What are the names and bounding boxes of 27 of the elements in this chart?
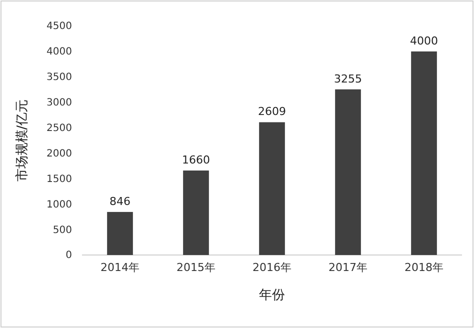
x-tick-label: 2015年 (176, 260, 216, 274)
data-label: 846 (110, 194, 130, 208)
y-axis-title: 市场规模/亿元 (15, 99, 30, 182)
y-tick-label: 4000 (46, 46, 72, 58)
y-tick-label: 500 (52, 224, 72, 236)
x-tick-label: 2018年 (404, 260, 444, 274)
y-tick-label: 1000 (46, 199, 72, 210)
x-tick-label: 2016年 (252, 260, 292, 274)
y-tick-label: 3500 (46, 72, 72, 84)
y-tick-label: 3000 (46, 98, 72, 109)
y-tick-label: 4500 (46, 21, 72, 32)
y-tick-label: 1500 (46, 174, 72, 185)
x-tick-label: 2014年 (100, 260, 140, 274)
data-label: 2609 (258, 105, 286, 118)
y-tick-label: 0 (66, 250, 72, 262)
bar (411, 51, 437, 255)
y-tick-label: 2500 (46, 122, 72, 134)
bar (107, 212, 133, 255)
y-tick-label: 2000 (46, 148, 72, 160)
x-tick-label: 2017年 (328, 260, 368, 274)
bar (259, 122, 285, 255)
bar (183, 170, 209, 255)
data-label: 4000 (410, 34, 438, 48)
x-axis-title: 年份 (259, 288, 285, 303)
data-label: 3255 (334, 72, 362, 86)
bar (335, 89, 361, 255)
data-label: 1660 (182, 154, 210, 167)
